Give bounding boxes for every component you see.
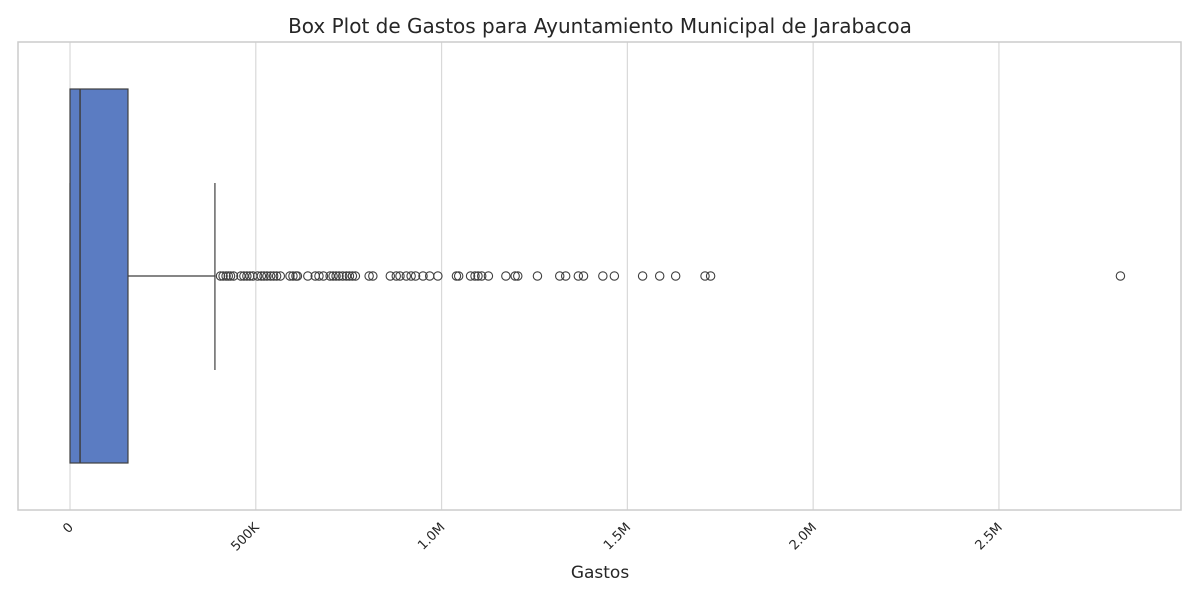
outlier-point bbox=[391, 271, 402, 281]
outlier-point bbox=[288, 271, 298, 281]
plot-frame bbox=[17, 41, 1182, 511]
outlier-point bbox=[215, 271, 226, 281]
x-tick-label: 1.0M bbox=[415, 520, 448, 553]
outlier-point bbox=[228, 271, 239, 281]
x-tick-label: 1.5M bbox=[601, 520, 634, 553]
outlier-point bbox=[453, 271, 464, 281]
outlier-point bbox=[256, 271, 267, 281]
outlier-point bbox=[510, 271, 520, 281]
outlier-point bbox=[303, 271, 313, 281]
outlier-point bbox=[483, 271, 494, 281]
x-axis-label: Gastos bbox=[571, 563, 630, 583]
outlier-point bbox=[401, 271, 412, 281]
outlier-point bbox=[578, 271, 589, 281]
outlier-point bbox=[262, 271, 272, 281]
outlier-point bbox=[395, 271, 405, 281]
box-plot bbox=[69, 88, 216, 464]
outlier-point bbox=[433, 271, 443, 281]
outlier-point bbox=[1115, 271, 1126, 281]
outlier-point bbox=[223, 271, 234, 281]
outlier-point bbox=[334, 271, 344, 281]
outlier-point bbox=[242, 271, 252, 281]
outlier-point bbox=[252, 271, 263, 281]
outlier-point bbox=[406, 271, 416, 281]
outlier-point bbox=[331, 271, 341, 281]
outlier-point bbox=[609, 271, 620, 281]
outlier-point bbox=[245, 271, 255, 281]
outlier-point bbox=[385, 271, 396, 281]
outlier-point bbox=[418, 271, 428, 281]
outlier-point bbox=[554, 271, 565, 281]
outlier-point bbox=[476, 271, 487, 281]
outlier-point bbox=[465, 271, 476, 281]
outlier-point bbox=[513, 271, 523, 281]
outlier-point bbox=[573, 271, 584, 281]
outlier-point bbox=[292, 271, 303, 281]
outlier-point bbox=[271, 271, 282, 281]
outlier-point bbox=[410, 271, 421, 281]
outlier-point bbox=[275, 271, 286, 281]
outlier-point bbox=[451, 271, 462, 281]
outlier-point bbox=[265, 271, 276, 281]
outlier-point bbox=[337, 271, 348, 281]
x-tick-label: 0 bbox=[60, 520, 76, 536]
outlier-point bbox=[637, 271, 648, 281]
outlier-point bbox=[314, 271, 324, 281]
x-tick-label: 500K bbox=[228, 520, 263, 555]
outlier-point bbox=[368, 271, 378, 281]
chart-title: Box Plot de Gastos para Ayuntamiento Mun… bbox=[288, 14, 912, 38]
outlier-point bbox=[328, 271, 338, 281]
outlier-point bbox=[705, 271, 716, 281]
outlier-point bbox=[344, 271, 355, 281]
outlier-point bbox=[700, 271, 710, 281]
outlier-point bbox=[221, 271, 231, 281]
outlier-point bbox=[473, 271, 483, 281]
outlier-point bbox=[470, 271, 480, 281]
outlier-point bbox=[670, 271, 681, 281]
x-tick-label: 2.0M bbox=[787, 520, 820, 553]
outliers bbox=[215, 271, 1126, 281]
outlier-point bbox=[347, 271, 358, 281]
outlier-point bbox=[318, 271, 329, 281]
outlier-point bbox=[364, 271, 374, 281]
outlier-point bbox=[259, 271, 269, 281]
interquartile-box bbox=[69, 88, 129, 464]
outlier-point bbox=[532, 271, 543, 281]
outlier-point bbox=[218, 271, 228, 281]
outlier-point bbox=[225, 271, 236, 281]
x-tick-label: 2.5M bbox=[973, 520, 1006, 553]
outlier-point bbox=[285, 271, 295, 281]
x-tick-labels: 0 500K 1.0M 1.5M 2.0M 2.5M bbox=[60, 520, 1005, 555]
outlier-point bbox=[501, 271, 511, 281]
outlier-point bbox=[560, 271, 571, 281]
outlier-point bbox=[598, 271, 608, 281]
outlier-point bbox=[654, 271, 665, 281]
outlier-point bbox=[268, 271, 279, 281]
outlier-point bbox=[350, 271, 361, 281]
